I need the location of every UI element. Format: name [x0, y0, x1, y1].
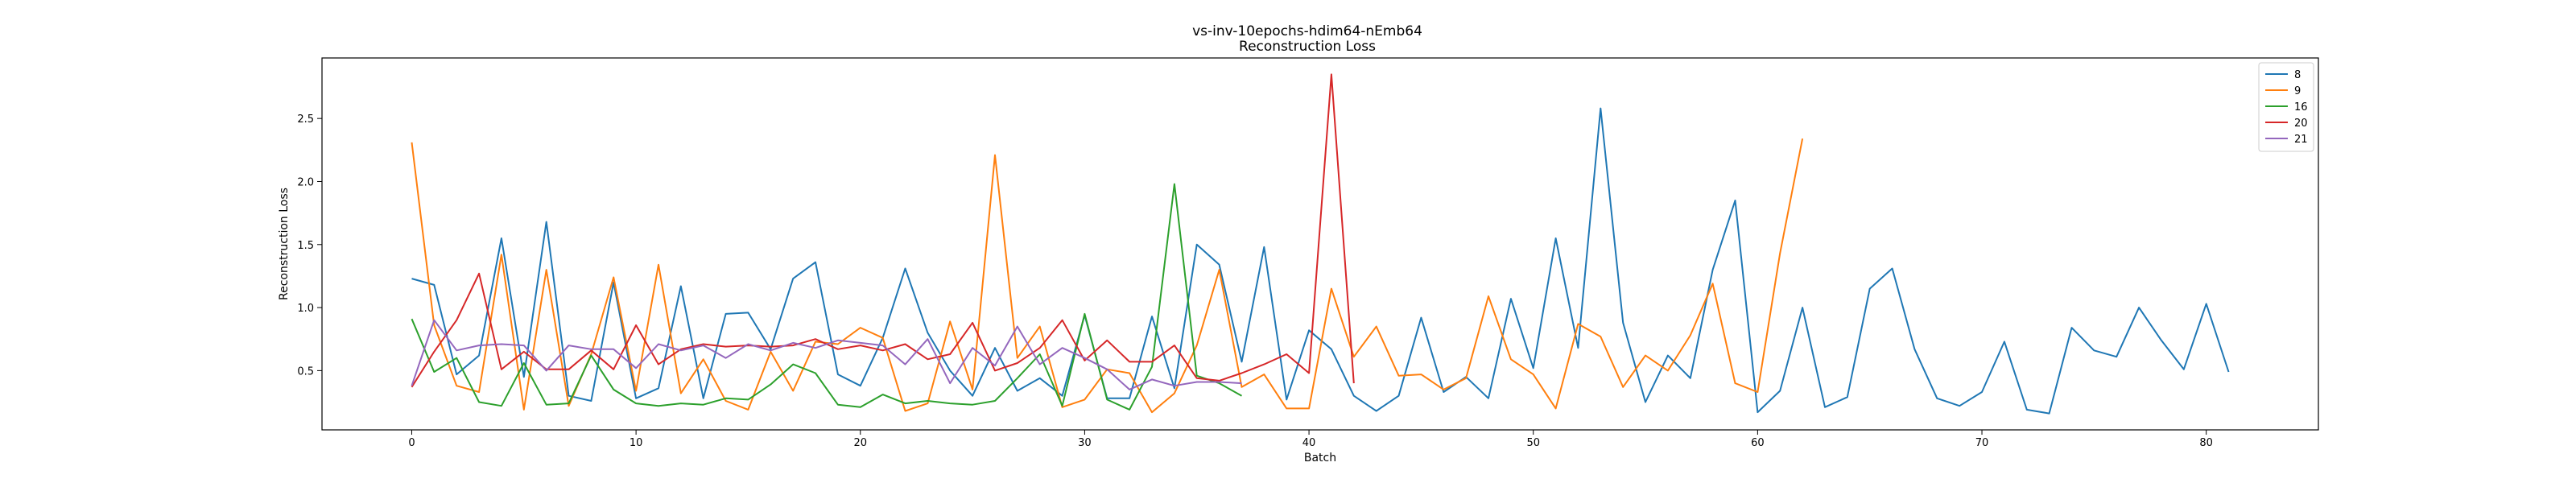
x-tick-label: 40 — [1302, 437, 1316, 449]
x-tick-label: 80 — [2199, 437, 2213, 449]
y-axis-label: Reconstruction Loss — [278, 188, 291, 300]
y-tick-label: 1.5 — [297, 240, 314, 252]
x-tick-label: 60 — [1751, 437, 1765, 449]
legend: 8 9 16 20 21 — [2258, 62, 2314, 152]
legend-label: 21 — [2294, 134, 2308, 146]
series-line-16 — [411, 183, 1242, 411]
legend-label: 9 — [2294, 85, 2301, 97]
y-tick-label: 2.0 — [297, 176, 314, 188]
legend-label: 20 — [2294, 118, 2308, 130]
y-tick-label: 0.5 — [297, 365, 314, 378]
y-axis: 0.5 1.0 1.5 2.0 2.5 — [297, 114, 322, 378]
x-tick-label: 30 — [1078, 437, 1092, 449]
x-axis: 0 10 20 30 40 50 60 70 80 — [408, 430, 2213, 449]
legend-label: 16 — [2294, 101, 2308, 114]
x-tick-label: 20 — [853, 437, 867, 449]
legend-label: 8 — [2294, 69, 2301, 81]
series-line-20 — [411, 73, 1355, 388]
chart-title: vs-inv-10epochs-hdim64-nEmb64 — [1192, 23, 1422, 39]
x-axis-label: Batch — [1304, 452, 1336, 464]
y-tick-label: 2.5 — [297, 114, 314, 126]
series-line-8 — [411, 107, 2230, 415]
series-line-21 — [411, 319, 1242, 390]
y-tick-label: 1.0 — [297, 303, 314, 315]
axes-frame — [321, 57, 2319, 431]
chart-subtitle: Reconstruction Loss — [1239, 39, 1376, 55]
x-tick-label: 10 — [630, 437, 643, 449]
x-tick-label: 70 — [1975, 437, 1989, 449]
plot-area — [411, 73, 2230, 415]
x-tick-label: 0 — [408, 437, 415, 449]
x-tick-label: 50 — [1526, 437, 1540, 449]
